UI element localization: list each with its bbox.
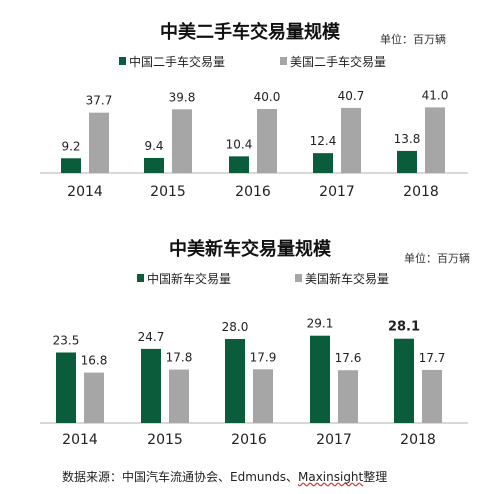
x-tick-label: 2014 — [62, 432, 98, 448]
bar — [425, 107, 445, 173]
bar — [253, 369, 273, 423]
bar — [310, 335, 330, 423]
bar — [61, 158, 81, 173]
data-label: 24.7 — [138, 330, 165, 344]
legend-swatch — [119, 57, 126, 65]
legend-swatch — [280, 57, 287, 65]
legend-swatch — [137, 274, 144, 282]
x-tick-label: 2017 — [316, 432, 352, 448]
bar — [172, 109, 192, 173]
source-suffix: 整理 — [363, 470, 388, 484]
bar — [229, 156, 249, 173]
bar — [144, 157, 164, 173]
data-label: 40.0 — [254, 90, 281, 104]
data-label: 17.7 — [419, 351, 446, 365]
data-label: 12.4 — [310, 134, 337, 148]
x-tick-label: 2015 — [147, 432, 183, 448]
data-label: 17.8 — [166, 351, 193, 365]
legend-label: 美国二手车交易量 — [290, 54, 386, 69]
data-label: 17.9 — [250, 350, 277, 364]
bar — [422, 369, 442, 423]
data-label: 28.1 — [388, 320, 420, 335]
legend-label: 中国新车交易量 — [147, 271, 231, 286]
bar — [338, 370, 358, 423]
x-tick-label: 2015 — [150, 184, 186, 200]
x-tick-label: 2018 — [403, 184, 439, 200]
data-label: 41.0 — [422, 88, 449, 102]
x-tick-label: 2014 — [67, 184, 103, 200]
data-label: 9.4 — [144, 139, 163, 153]
data-label: 16.8 — [81, 354, 108, 368]
data-label: 40.7 — [338, 89, 365, 103]
bar — [397, 150, 417, 173]
legend-label: 美国新车交易量 — [305, 271, 389, 286]
data-label: 29.1 — [307, 317, 334, 331]
x-tick-label: 2016 — [231, 432, 267, 448]
data-label: 17.6 — [335, 351, 362, 365]
bar — [89, 112, 109, 173]
unit-label: 单位：百万辆 — [404, 251, 470, 265]
bar — [56, 352, 76, 423]
data-label: 23.5 — [53, 334, 80, 348]
data-label: 28.0 — [222, 320, 249, 334]
legend-swatch — [295, 274, 302, 282]
source-text: 数据来源：中国汽车流通协会、Edmunds、 — [62, 470, 298, 484]
bar — [84, 372, 104, 423]
x-tick-label: 2017 — [319, 184, 355, 200]
x-tick-label: 2018 — [400, 432, 436, 448]
chart-title: 中美二手车交易量规模 — [160, 21, 341, 43]
chart-title: 中美新车交易量规模 — [169, 238, 332, 260]
data-label: 10.4 — [226, 137, 253, 151]
bar — [394, 338, 414, 423]
unit-label: 单位：百万辆 — [380, 32, 446, 46]
data-label: 37.7 — [86, 94, 113, 108]
bar — [141, 348, 161, 423]
data-label: 9.2 — [61, 139, 80, 153]
legend-label: 中国二手车交易量 — [129, 54, 225, 69]
data-label: 13.8 — [394, 132, 421, 146]
bar — [257, 109, 277, 173]
bar — [313, 153, 333, 173]
source-note: 数据来源：中国汽车流通协会、Edmunds、Maxinsight整理 — [62, 468, 387, 485]
bar — [169, 369, 189, 423]
source-underlined-text: Maxinsight — [297, 470, 364, 484]
bar — [225, 339, 245, 423]
bar — [341, 107, 361, 173]
data-label: 39.8 — [169, 90, 196, 104]
x-tick-label: 2016 — [235, 184, 271, 200]
